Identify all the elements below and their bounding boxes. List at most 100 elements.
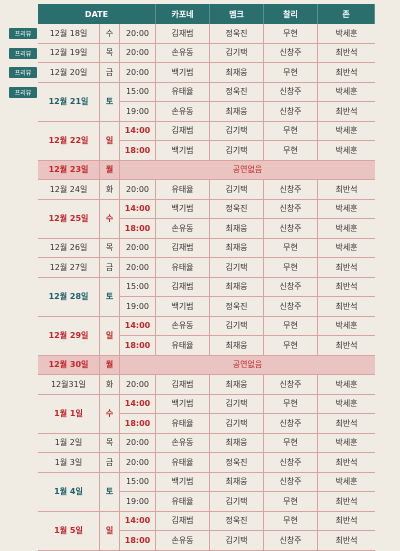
preview-badge: 프리뷰 (9, 28, 37, 39)
showtime-cell: 14:00 18:00 (120, 316, 156, 355)
header-role-4: 존 (318, 4, 375, 24)
date-cell: 12월 24일 (38, 180, 100, 199)
cast-cell: 손유동 (156, 43, 210, 62)
date-cell: 12월 20일 (38, 63, 100, 82)
showtime-cell: 15:00 19:00 (120, 82, 156, 121)
cast-cell: 무현 (264, 433, 318, 452)
date-cell: 1월 3일 (38, 453, 100, 472)
cast-cell: 무현 (264, 238, 318, 257)
cast-cell: 박세훈 박세훈 (318, 122, 375, 160)
cast-cell: 최반석 최반석 (318, 278, 375, 316)
table-row: 1월 4일 토 15:00 19:00 백기범 유태율 최재웅 김기택 신창주 무현 박세훈 최반… (38, 472, 375, 512)
cast-cell: 신창주 (264, 453, 318, 472)
no-show-cell: 공연없음 (232, 360, 263, 370)
weekday-cell: 토 (100, 82, 120, 121)
weekday-cell: 화 (100, 180, 120, 199)
date-cell: 12월 25일 (38, 199, 100, 238)
cast-cell: 신창주 신창주 (264, 82, 318, 121)
date-cell: 12월 30일 (38, 355, 100, 374)
header-role-3: 찰리 (264, 4, 318, 24)
cast-cell: 김기택 최재웅 (210, 316, 264, 355)
cast-cell: 박세훈 최반석 (318, 83, 375, 121)
table-row: 12월 19일 목 20:00 손유동 김기택 신창주 최반석 (38, 43, 375, 63)
weekday-cell: 금 (100, 453, 120, 472)
cast-cell: 박세훈 최반석 (318, 317, 375, 355)
cast-cell: 무현 무현 (264, 121, 318, 160)
showtime-cell: 14:00 18:00 (120, 394, 156, 433)
cast-cell: 박세훈 최반석 (318, 473, 375, 511)
date-cell: 12월 27일 (38, 258, 100, 277)
cast-cell: 정욱진 최재웅 (210, 199, 264, 238)
weekday-cell: 화 (100, 375, 120, 394)
weekday-cell: 월 (100, 355, 120, 374)
cast-cell: 최재웅 김기택 (210, 472, 264, 511)
table-row: 12월 27일 금 20:00 유태율 김기택 무현 최반석 (38, 258, 375, 278)
table-row: 12월31일 화 20:00 김재범 최재웅 신창주 박세훈 (38, 375, 375, 395)
cast-cell: 유태율 (156, 180, 210, 199)
table-row: 12월 24일 화 20:00 유태율 김기택 신창주 최반석 (38, 180, 375, 200)
cast-cell: 신창주 (264, 180, 318, 199)
table-header: DATE 카포네 멤크 찰리 존 (38, 4, 375, 24)
weekday-cell: 목 (100, 433, 120, 452)
cast-cell: 무현 (264, 63, 318, 82)
cast-cell: 백기범 유태율 (156, 394, 210, 433)
cast-cell: 김기택 (210, 180, 264, 199)
cast-cell: 신창주 신창주 (264, 277, 318, 316)
date-cell: 1월 4일 (38, 472, 100, 511)
cast-cell: 무현 신창주 (264, 394, 318, 433)
date-cell: 12월 26일 (38, 238, 100, 257)
date-cell: 12월 29일 (38, 316, 100, 355)
cast-cell: 정욱진 (210, 453, 264, 472)
table-row: 1월 1일 수 14:00 18:00 백기범 유태율 김기택 김기택 무현 신창주 박세훈 최반… (38, 394, 375, 434)
showtime-cell: 15:00 19:00 (120, 472, 156, 511)
date-cell: 12월 23일 (38, 160, 100, 179)
no-show-cell: 공연없음 (232, 165, 263, 175)
showtime-cell: 20:00 (120, 180, 156, 199)
showtime-cell: 20:00 (120, 43, 156, 62)
cast-cell: 박세훈 (335, 379, 358, 389)
cast-cell: 신창주 (264, 375, 318, 394)
cast-cell: 최반석 (335, 457, 358, 467)
table-row: 12월 28일 토 15:00 19:00 김재범 백기범 최재웅 정욱진 신창주 신창주 최반… (38, 277, 375, 317)
showtime-cell: 20:00 (120, 63, 156, 82)
showtime-cell: 20:00 (120, 238, 156, 257)
cast-cell: 최반석 (335, 48, 358, 58)
table-row: 12월 20일 금 20:00 백기범 최재웅 무현 최반석 (38, 63, 375, 83)
weekday-cell: 목 (100, 43, 120, 62)
date-cell: 12월 19일 (38, 43, 100, 62)
weekday-cell: 목 (100, 238, 120, 257)
table-row: 12월 30일 월 공연없음 (38, 355, 375, 375)
showtime-cell: 20:00 (120, 453, 156, 472)
date-cell: 12월 18일 (38, 24, 100, 43)
weekday-cell: 금 (100, 63, 120, 82)
weekday-cell: 일 (100, 121, 120, 160)
weekday-cell: 토 (100, 277, 120, 316)
cast-cell: 박세훈 박세훈 (318, 200, 375, 238)
date-cell: 1월 5일 (38, 511, 100, 550)
table-body: 12월 18일 수 20:00 김재범 정욱진 무현 박세훈 12월 19일 목 20:0… (38, 24, 375, 551)
cast-cell: 김재범 (156, 24, 210, 43)
date-cell: 12월 28일 (38, 277, 100, 316)
weekday-cell: 일 (100, 511, 120, 550)
cast-cell: 김기택 김기택 (210, 394, 264, 433)
date-cell: 1월 1일 (38, 394, 100, 433)
cast-cell: 최재웅 (210, 63, 264, 82)
showtime-cell: 20:00 (120, 258, 156, 277)
weekday-cell: 수 (100, 199, 120, 238)
cast-cell: 신창주 (264, 43, 318, 62)
weekday-cell: 토 (100, 472, 120, 511)
showtime-cell: 20:00 (120, 433, 156, 452)
cast-cell: 김재범 백기범 (156, 277, 210, 316)
schedule-table: DATE 카포네 멤크 찰리 존 12월 18일 수 20:00 김재범 정욱진 무현… (38, 4, 375, 551)
cast-cell: 무현 (264, 24, 318, 43)
cast-cell: 김재범 (156, 375, 210, 394)
weekday-cell: 월 (100, 160, 120, 179)
cast-cell: 김기택 김기택 (210, 121, 264, 160)
date-cell: 12월 21일 (38, 82, 100, 121)
showtime-cell: 14:00 18:00 (120, 121, 156, 160)
table-row: 12월 18일 수 20:00 김재범 정욱진 무현 박세훈 (38, 24, 375, 44)
weekday-cell: 수 (100, 24, 120, 43)
cast-cell: 최반석 (335, 184, 358, 194)
weekday-cell: 금 (100, 258, 120, 277)
weekday-cell: 일 (100, 316, 120, 355)
